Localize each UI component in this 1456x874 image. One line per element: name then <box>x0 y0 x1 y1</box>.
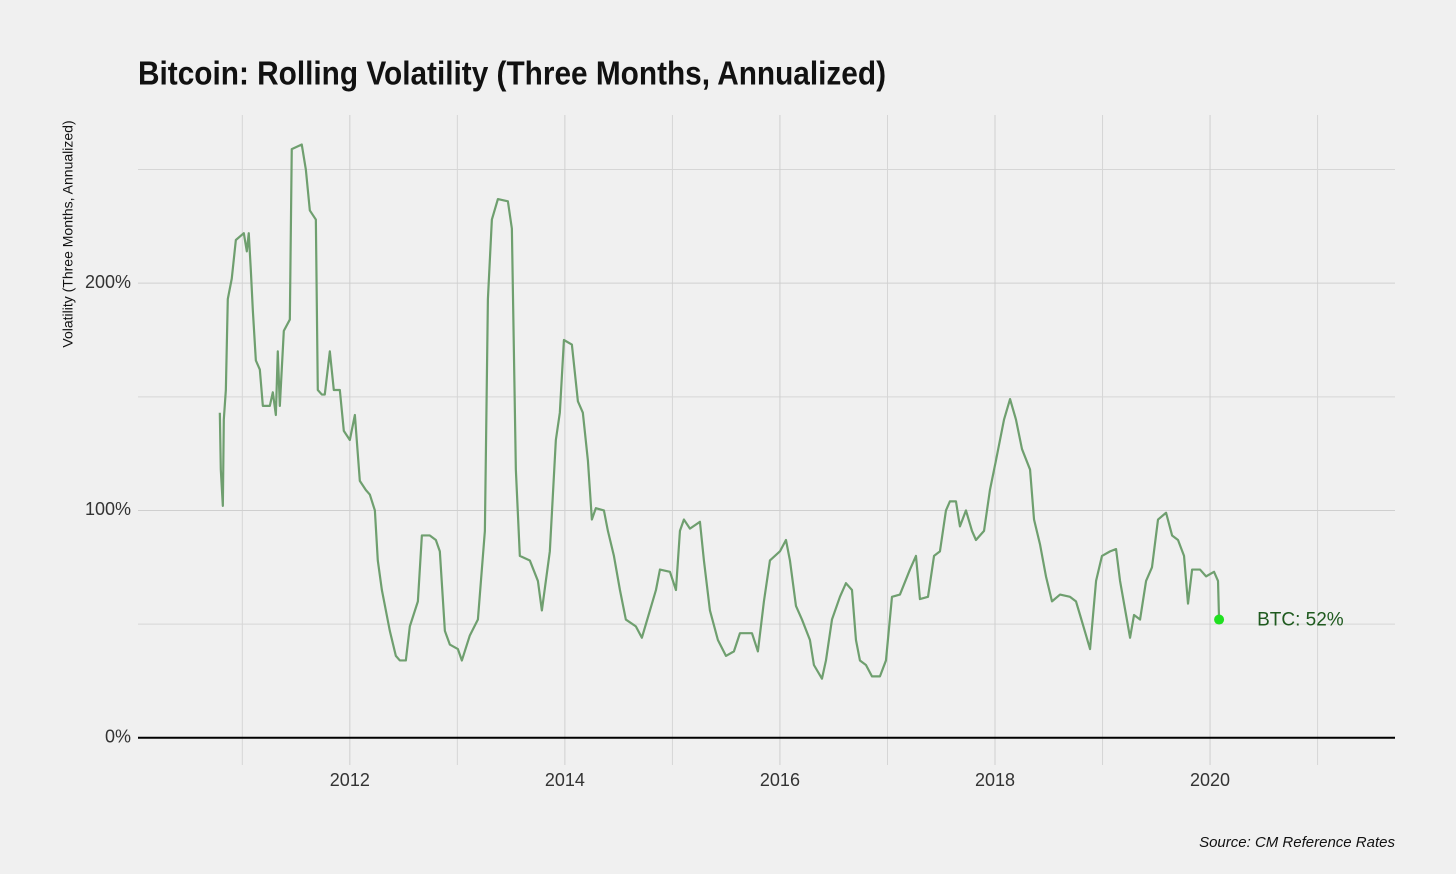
y-axis-label: Volatility (Three Months, Annualized) <box>60 120 76 347</box>
y-tick-label: 100% <box>85 499 131 519</box>
source-note: Source: CM Reference Rates <box>1199 834 1395 851</box>
x-tick-label: 2016 <box>760 770 800 790</box>
x-tick-label: 2012 <box>330 770 370 790</box>
latest-annotation: BTC: 52% <box>1257 610 1344 631</box>
x-tick-label: 2014 <box>545 770 585 790</box>
volatility-line <box>218 143 1221 680</box>
x-tick-label: 2018 <box>975 770 1015 790</box>
chart-title: Bitcoin: Rolling Volatility (Three Month… <box>138 55 886 92</box>
grid <box>138 115 1395 765</box>
y-tick-label: 200% <box>85 272 131 292</box>
y-tick-label: 0% <box>105 726 131 746</box>
marks <box>218 143 1225 680</box>
x-tick-label: 2020 <box>1190 770 1230 790</box>
latest-point <box>1214 614 1225 625</box>
